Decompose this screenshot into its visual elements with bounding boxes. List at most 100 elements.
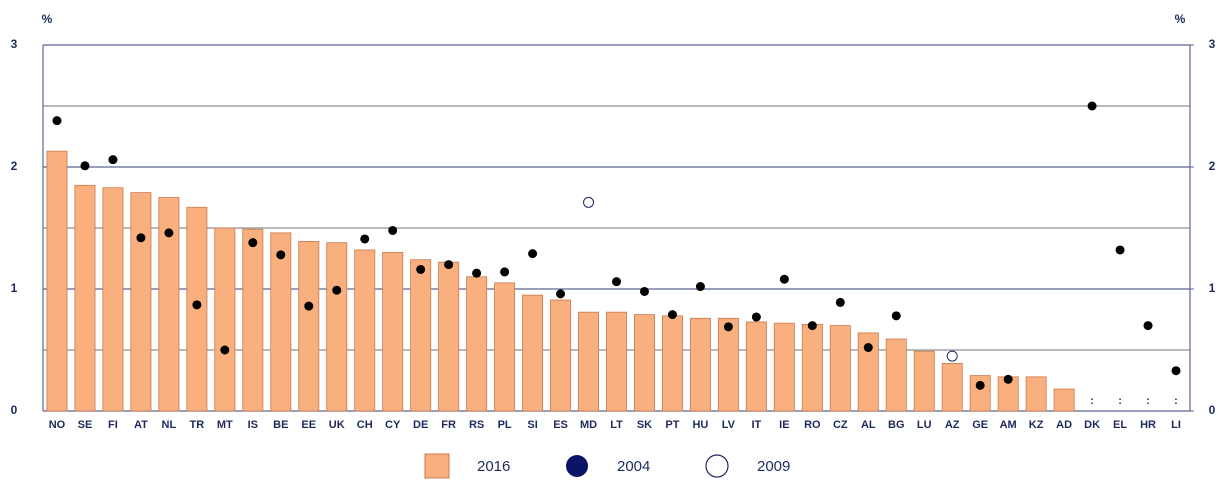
dot xyxy=(220,345,230,355)
bar xyxy=(634,314,655,412)
x-tick-label: SE xyxy=(78,419,93,431)
x-tick-label: SK xyxy=(637,419,652,431)
dot xyxy=(751,312,761,322)
bar xyxy=(857,332,879,412)
dot xyxy=(1003,374,1013,384)
bar xyxy=(214,227,236,412)
x-tick-label: PT xyxy=(665,419,679,431)
x-tick-label: FR xyxy=(441,419,456,431)
x-tick-label: PL xyxy=(498,419,512,431)
bar xyxy=(410,259,432,412)
dot xyxy=(835,297,845,307)
x-tick-label: LV xyxy=(722,419,736,431)
bar xyxy=(466,276,488,412)
dot xyxy=(612,277,621,287)
y-tick-label: 3 xyxy=(11,37,18,51)
dot xyxy=(80,161,90,171)
legend-label: 2004 xyxy=(617,458,650,475)
x-tick-label: HU xyxy=(692,419,708,431)
bar xyxy=(578,311,599,412)
y-tick-label: 1 xyxy=(11,281,18,295)
dot xyxy=(52,116,62,126)
bar xyxy=(969,375,991,412)
x-tick-label: RO xyxy=(804,419,821,431)
x-tick-label: AL xyxy=(861,419,876,431)
dot xyxy=(164,228,174,238)
dot xyxy=(304,301,314,311)
dot xyxy=(695,282,705,292)
dot xyxy=(500,267,510,277)
dot xyxy=(276,250,286,260)
bar xyxy=(270,232,292,412)
bar xyxy=(130,192,152,412)
bar xyxy=(438,261,460,412)
bar xyxy=(606,311,627,412)
y-unit-right: % xyxy=(1175,12,1186,26)
bar xyxy=(689,317,711,412)
dot xyxy=(667,310,677,320)
dot xyxy=(723,322,733,332)
bar xyxy=(102,187,124,412)
x-tick-label: HR xyxy=(1140,419,1156,431)
bar xyxy=(522,294,544,412)
dot xyxy=(1171,366,1181,376)
dot xyxy=(360,234,370,244)
dot xyxy=(444,260,454,270)
x-tick-label: AM xyxy=(1000,419,1017,431)
legend-label: 2009 xyxy=(757,458,790,475)
x-tick-label: AT xyxy=(134,419,148,431)
missing-marker: : xyxy=(1174,395,1178,407)
bar xyxy=(550,299,572,412)
dot xyxy=(975,380,985,390)
x-tick-label: KZ xyxy=(1029,419,1044,431)
dot xyxy=(1087,101,1097,111)
bar xyxy=(494,282,516,412)
bar xyxy=(382,251,404,412)
y2-tick-label: 3 xyxy=(1209,37,1216,51)
dot xyxy=(1143,321,1153,331)
bar xyxy=(354,249,376,412)
bar xyxy=(801,323,823,412)
x-tick-label: UK xyxy=(329,419,345,431)
dot xyxy=(136,233,146,243)
x-tick-label: IT xyxy=(751,419,761,431)
bar xyxy=(242,228,264,412)
x-tick-label: DE xyxy=(413,419,428,431)
x-tick-label: IS xyxy=(248,419,258,431)
x-tick-label: IE xyxy=(779,419,789,431)
legend-swatch xyxy=(705,454,729,478)
bar xyxy=(74,184,96,412)
legend-swatch xyxy=(566,455,588,477)
dot xyxy=(192,300,202,310)
bar xyxy=(885,338,907,412)
dot xyxy=(639,286,649,296)
x-tick-label: NL xyxy=(162,419,177,431)
missing-marker: : xyxy=(1118,395,1122,407)
x-tick-label: SI xyxy=(527,419,537,431)
x-tick-label: LI xyxy=(1171,419,1181,431)
x-tick-label: GE xyxy=(972,419,988,431)
dot xyxy=(891,311,901,321)
x-tick-label: AZ xyxy=(945,419,960,431)
bar xyxy=(326,242,348,412)
y2-tick-label: 2 xyxy=(1209,159,1216,173)
x-tick-label: LT xyxy=(610,419,623,431)
y-tick-label: 0 xyxy=(11,403,18,417)
dot xyxy=(807,321,817,331)
bar xyxy=(745,321,767,412)
legend-label: 2016 xyxy=(477,458,510,475)
x-tick-label: EE xyxy=(301,419,316,431)
x-tick-label: NO xyxy=(49,419,66,431)
y2-tick-label: 1 xyxy=(1209,281,1216,295)
bar xyxy=(773,322,795,412)
x-tick-label: LU xyxy=(917,419,932,431)
bar xyxy=(941,363,963,412)
bar xyxy=(1053,388,1075,412)
dot xyxy=(416,264,426,274)
bar xyxy=(829,325,851,412)
dot xyxy=(472,268,482,278)
dot xyxy=(248,238,258,248)
bar xyxy=(298,241,320,412)
bar xyxy=(1025,376,1047,412)
